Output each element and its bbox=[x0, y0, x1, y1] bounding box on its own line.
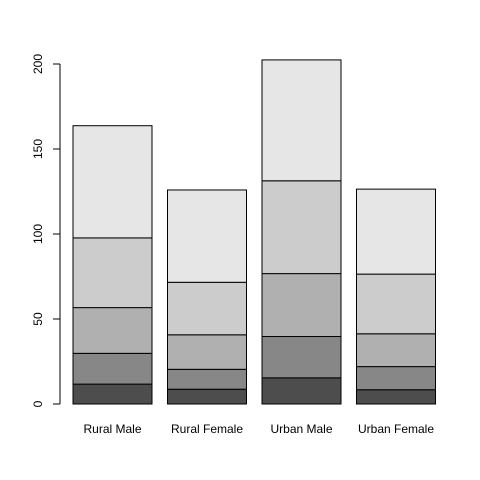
bar-segment bbox=[356, 273, 436, 335]
bar-segment bbox=[167, 281, 247, 336]
bar-segment bbox=[356, 333, 436, 368]
bar-segment bbox=[72, 125, 153, 239]
bar-segment bbox=[72, 352, 153, 385]
category-label: Urban Male bbox=[270, 422, 332, 436]
bar-segment bbox=[356, 366, 436, 391]
bar-segment bbox=[167, 334, 247, 370]
category-label: Rural Male bbox=[83, 422, 141, 436]
bar-segment bbox=[356, 389, 436, 405]
bar-segment bbox=[261, 336, 342, 379]
bar-segment bbox=[261, 180, 342, 275]
y-axis: 0 50 100 150 200 bbox=[31, 54, 61, 407]
x-axis-labels: Rural Male Rural Female Urban Male Urban Fe… bbox=[83, 422, 434, 436]
y-tick-label: 100 bbox=[31, 224, 45, 244]
bar-segment bbox=[72, 383, 153, 405]
bar-segment bbox=[167, 388, 247, 405]
bar-segment bbox=[167, 368, 247, 390]
bar-segment bbox=[72, 307, 153, 354]
bar-segment bbox=[261, 377, 342, 405]
category-label: Rural Female bbox=[171, 422, 243, 436]
y-tick-label: 150 bbox=[31, 139, 45, 159]
y-tick-label: 0 bbox=[31, 400, 45, 407]
bar-segment bbox=[261, 59, 342, 182]
y-tick-label: 200 bbox=[31, 54, 45, 74]
category-label: Urban Female bbox=[358, 422, 434, 436]
bar-segment bbox=[167, 189, 247, 283]
y-tick-label: 50 bbox=[31, 312, 45, 326]
bars-group bbox=[72, 59, 436, 405]
bar-segment bbox=[356, 188, 436, 275]
bar-segment bbox=[261, 273, 342, 338]
bar-segment bbox=[72, 237, 153, 309]
